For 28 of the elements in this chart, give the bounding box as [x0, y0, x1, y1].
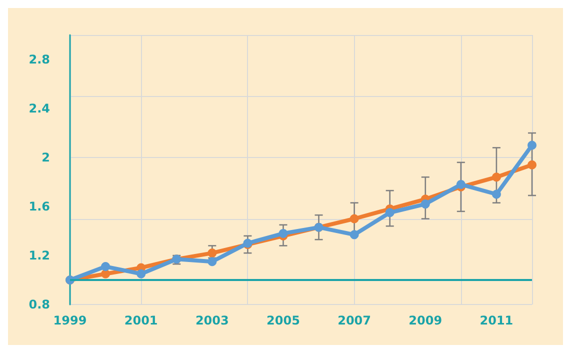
point [350, 230, 359, 240]
y-tick-label: 0.8 [28, 298, 50, 312]
point [420, 200, 430, 209]
x-tick-label: 2009 [408, 314, 442, 328]
point [101, 262, 110, 272]
point [385, 208, 394, 218]
point [136, 269, 146, 278]
point [528, 140, 536, 150]
x-tick-label: 1999 [53, 314, 87, 328]
x-tick-label: 2003 [195, 314, 229, 328]
y-tick-label: 1.2 [28, 248, 50, 262]
point [492, 190, 501, 199]
x-tick-label: 2005 [266, 314, 300, 328]
point [208, 248, 217, 258]
y-tick-label: 2.8 [28, 52, 50, 66]
x-tick-label: 2011 [480, 314, 514, 328]
point [528, 160, 536, 170]
y-tick-label: 1.6 [28, 200, 50, 214]
point [456, 180, 466, 189]
point [350, 214, 359, 224]
x-tick-label: 2007 [338, 314, 372, 328]
point [101, 269, 110, 278]
point [492, 172, 501, 182]
x-tick-label: 2001 [124, 314, 158, 328]
y-tick-label: 2 [42, 150, 50, 164]
point [278, 228, 288, 238]
point [208, 257, 217, 266]
y-tick-label: 2.4 [28, 102, 50, 116]
